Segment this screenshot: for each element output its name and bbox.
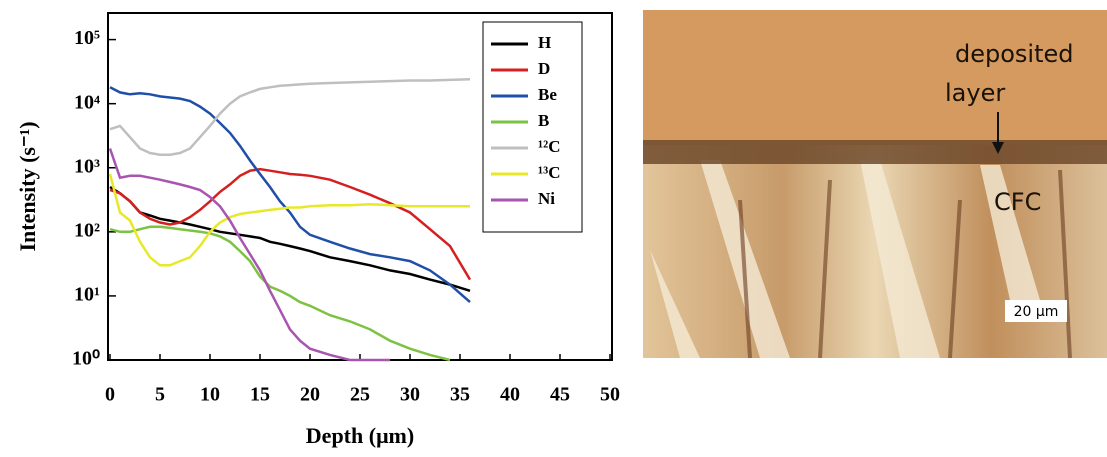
- y-tick-label: 10⁴: [74, 91, 100, 113]
- y-tick-label: 10⁰: [72, 348, 100, 370]
- x-tick-label: 20: [300, 384, 320, 406]
- series-line: [108, 173, 470, 267]
- x-tick-label: 30: [400, 384, 420, 406]
- chart: 0 5 10 15 20 25 30 35 40 45 50 10⁰ 10¹ 10² 10³ 10⁴ 10⁵ De…: [15, 12, 620, 448]
- legend-label: ¹³C: [538, 163, 560, 182]
- x-tick-label: 15: [250, 384, 270, 406]
- x-tick-label: 40: [500, 384, 520, 406]
- y-tick-label: 10³: [74, 155, 100, 177]
- legend-label: H: [538, 33, 551, 52]
- annotation: layer: [945, 79, 1005, 107]
- x-tick-label: 10: [200, 384, 220, 406]
- series-line: [109, 78, 471, 156]
- fiber-edges: [738, 169, 1072, 359]
- legend-label: B: [538, 111, 549, 130]
- x-tick-label: 35: [450, 384, 470, 406]
- legend-label: Ni: [538, 189, 555, 208]
- y-tick-label: 10⁵: [74, 27, 100, 49]
- x-axis-label: Depth (μm): [306, 423, 414, 448]
- y-tick-label: 10²: [74, 219, 100, 241]
- legend-label: ¹²C: [538, 137, 560, 156]
- series-line: [109, 86, 471, 304]
- series-line: [109, 225, 451, 362]
- scale-bar-label: 20 μm: [1014, 304, 1059, 320]
- x-tick-label: 25: [350, 384, 370, 406]
- legend-box: [482, 21, 583, 233]
- y-axis-label: Intensity (s⁻¹): [15, 121, 40, 251]
- series-line: [109, 185, 471, 292]
- series-line: [109, 167, 472, 281]
- arrow-head: [992, 142, 1004, 154]
- deposit-region: [643, 10, 1107, 145]
- x-tick-label: 0: [105, 384, 115, 406]
- legend-label: Be: [538, 85, 557, 104]
- y-tick-label: 10¹: [74, 284, 100, 306]
- x-tick-label: 50: [600, 384, 620, 406]
- series-line: [108, 148, 390, 362]
- legend-label: D: [538, 59, 550, 78]
- x-tick-label: 5: [155, 384, 165, 406]
- deposit-band: [643, 140, 1107, 164]
- annotation: CFC: [994, 188, 1041, 216]
- annotation: deposited: [955, 40, 1074, 68]
- micrograph: deposited layer CFC 20 μm: [643, 10, 1107, 359]
- x-tick-label: 45: [550, 384, 570, 406]
- scale-bar-box: [1005, 300, 1067, 322]
